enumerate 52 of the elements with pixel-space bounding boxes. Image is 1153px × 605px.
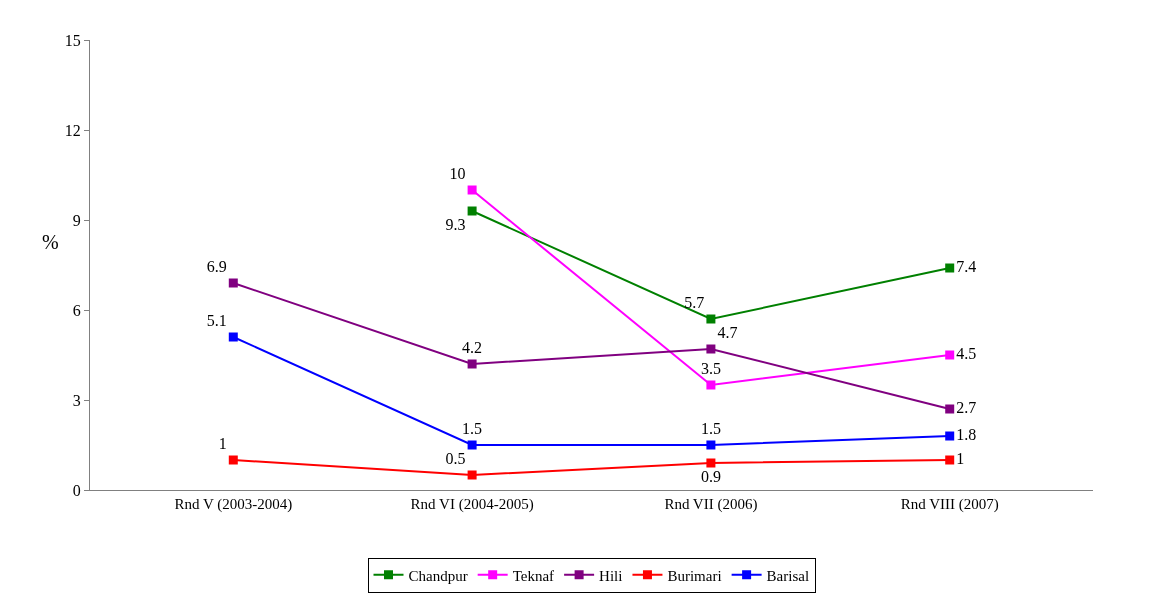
point <box>706 314 716 324</box>
data-label: 4.7 <box>717 324 738 342</box>
data-label: 4.5 <box>956 345 977 362</box>
data-label: 0.9 <box>700 467 721 485</box>
data-label: 1.8 <box>956 426 977 443</box>
data-label: 1 <box>218 435 227 453</box>
y-axis-title: % <box>42 231 59 253</box>
data-label: 9.3 <box>445 215 466 233</box>
point <box>945 350 955 360</box>
point <box>945 404 955 414</box>
legend-label: Teknaf <box>512 567 555 584</box>
point <box>706 440 716 450</box>
y-tick-label: 9 <box>72 211 81 229</box>
x-tick-label: Rnd VIII (2007) <box>900 496 999 513</box>
y-tick-label: 12 <box>64 121 81 139</box>
point <box>467 185 477 195</box>
data-label: 0.5 <box>445 450 466 468</box>
point <box>945 263 955 273</box>
x-tick-label: Rnd V (2003-2004) <box>174 496 293 513</box>
point <box>228 278 238 288</box>
legend-label: Hili <box>599 567 623 584</box>
data-label: 1.5 <box>462 420 483 438</box>
point <box>706 380 716 390</box>
point <box>228 455 238 465</box>
point <box>467 440 477 450</box>
point <box>467 470 477 480</box>
point <box>467 359 477 369</box>
data-label: 1.5 <box>700 420 721 438</box>
data-label: 7.4 <box>956 258 977 275</box>
point <box>706 458 716 468</box>
y-tick-label: 0 <box>72 481 81 499</box>
point <box>228 332 238 342</box>
data-label: 5.1 <box>206 312 227 330</box>
y-tick-label: 3 <box>72 391 81 409</box>
data-label: 4.2 <box>462 339 483 357</box>
data-label: 5.7 <box>684 294 705 312</box>
legend-label: Burimari <box>667 567 722 584</box>
point <box>467 206 477 216</box>
x-tick-label: Rnd VII (2006) <box>664 496 758 513</box>
legend-label: Chandpur <box>408 567 468 584</box>
data-label: 3.5 <box>700 360 721 378</box>
data-label: 2.7 <box>956 399 977 416</box>
point <box>706 344 716 354</box>
y-tick-label: 6 <box>72 301 81 319</box>
data-label: 1 <box>956 450 965 467</box>
legend-label: Barisal <box>766 567 810 584</box>
data-label: 6.9 <box>206 258 227 276</box>
point <box>945 431 955 441</box>
y-tick-label: 15 <box>64 31 81 49</box>
point <box>945 455 955 465</box>
x-tick-label: Rnd VI (2004-2005) <box>410 496 534 513</box>
data-label: 10 <box>449 165 466 183</box>
